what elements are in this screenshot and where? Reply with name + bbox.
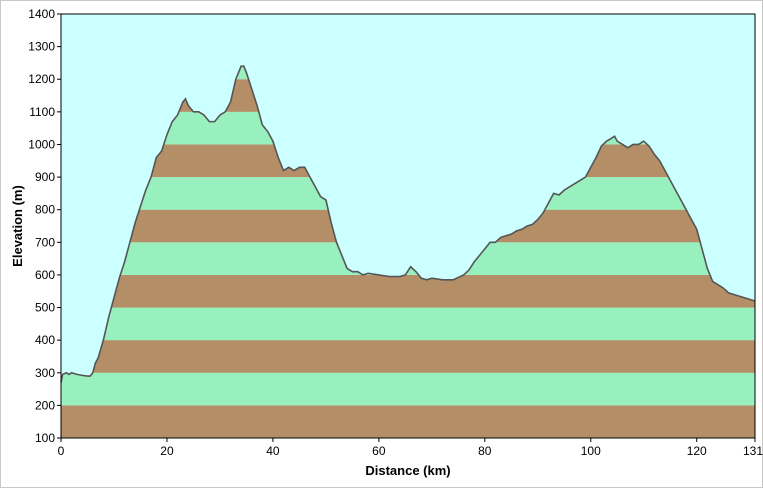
plot-border xyxy=(60,13,756,439)
y-tick-label: 1400 xyxy=(28,7,55,21)
elevation-band xyxy=(61,405,755,438)
y-tick-label: 200 xyxy=(35,398,55,412)
x-tick-label: 120 xyxy=(687,444,707,458)
elevation-band xyxy=(61,340,755,373)
y-tick-label: 500 xyxy=(35,301,55,315)
elevation-band xyxy=(61,372,755,406)
x-tick-label: 60 xyxy=(372,444,386,458)
axes: 1002003004005006007008009001000110012001… xyxy=(28,7,763,458)
y-tick-label: 700 xyxy=(35,235,55,249)
y-tick-label: 100 xyxy=(35,431,55,445)
x-tick-label: 0 xyxy=(58,444,65,458)
y-tick-label: 900 xyxy=(35,170,55,184)
y-tick-label: 400 xyxy=(35,333,55,347)
x-axis-title: Distance (km) xyxy=(365,463,450,478)
plot-area xyxy=(60,14,756,438)
elevation-band xyxy=(61,307,755,341)
x-tick-label: 80 xyxy=(478,444,492,458)
elevation-profile-line xyxy=(60,65,756,383)
y-tick-label: 1100 xyxy=(29,105,55,119)
x-tick-label: 131 xyxy=(743,444,763,458)
y-axis-title: Elevation (m) xyxy=(10,185,25,267)
y-tick-label: 1300 xyxy=(28,40,55,54)
y-tick-label: 1200 xyxy=(28,72,55,86)
x-tick-label: 100 xyxy=(581,444,601,458)
y-tick-label: 800 xyxy=(35,203,55,217)
elevation-band xyxy=(61,274,755,308)
x-tick-label: 20 xyxy=(160,444,174,458)
y-tick-label: 600 xyxy=(35,268,55,282)
y-tick-label: 1000 xyxy=(28,137,55,151)
x-tick-label: 40 xyxy=(266,444,280,458)
y-tick-label: 300 xyxy=(35,366,55,380)
